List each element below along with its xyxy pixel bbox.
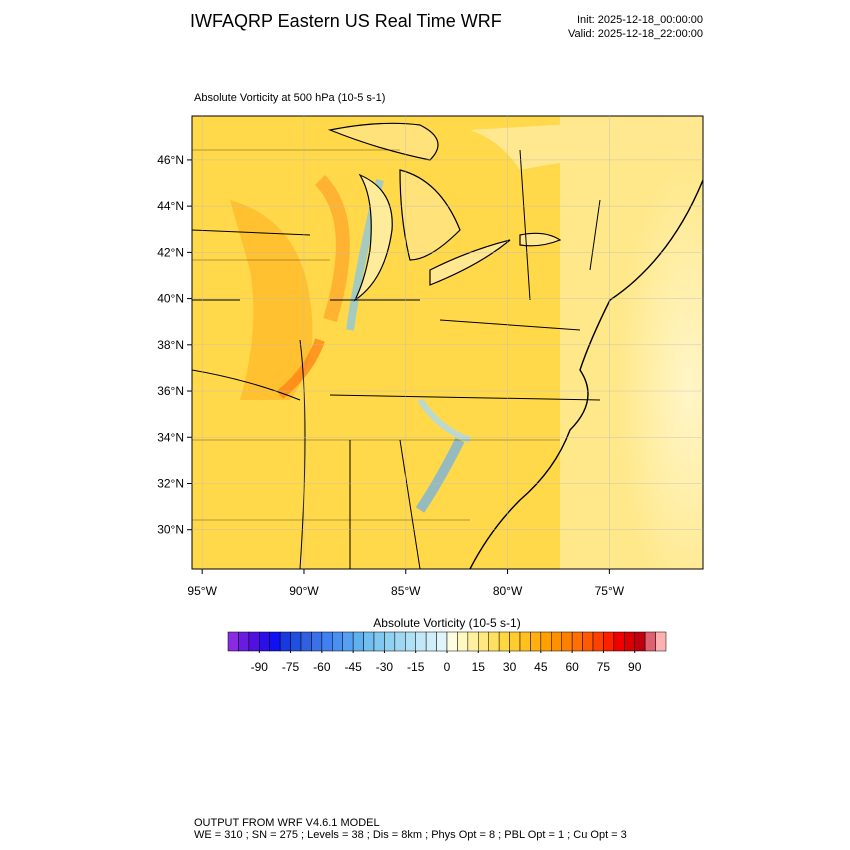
- footer-line: WE = 310 ; SN = 275 ; Levels = 38 ; Dis …: [194, 829, 627, 841]
- colorbar-box: [248, 631, 260, 652]
- colorbar-box: [384, 631, 396, 652]
- y-tick-label: 42°N: [157, 245, 184, 259]
- colorbar-tick-label: 90: [628, 660, 642, 674]
- colorbar-tick-label: -45: [344, 660, 362, 674]
- colorbar-box: [290, 631, 302, 652]
- colorbar-box: [238, 631, 250, 652]
- colorbar-box: [655, 631, 667, 652]
- colorbar-box: [613, 631, 625, 652]
- colorbar-title: Absolute Vorticity (10-5 s-1): [373, 616, 520, 630]
- colorbar-box: [446, 631, 458, 652]
- colorbar-box: [530, 631, 542, 652]
- map-frame: [191, 115, 704, 570]
- colorbar-box: [332, 631, 343, 652]
- colorbar-box: [279, 631, 291, 652]
- colorbar-box: [488, 631, 500, 652]
- x-tick-label: 95°W: [187, 584, 217, 598]
- y-tick-label: 40°N: [157, 292, 184, 306]
- y-tick-label: 34°N: [157, 430, 184, 444]
- x-tick-label: 90°W: [289, 584, 319, 598]
- colorbar-box: [644, 631, 656, 652]
- colorbar-tick-label: 60: [565, 660, 579, 674]
- x-tick-label: 85°W: [391, 584, 421, 598]
- colorbar-box: [321, 631, 333, 652]
- x-tick-label: 80°W: [493, 584, 523, 598]
- y-tick-label: 38°N: [157, 338, 184, 352]
- colorbar-box: [561, 631, 573, 652]
- colorbar-tick-label: 15: [472, 660, 486, 674]
- colorbar-tick-label: -30: [376, 660, 394, 674]
- colorbar-box: [352, 631, 364, 652]
- footer-line: OUTPUT FROM WRF V4.6.1 MODEL: [194, 817, 380, 829]
- init-time: Init: 2025-12-18_00:00:00: [577, 14, 703, 26]
- colorbar-tick-label: 0: [444, 660, 451, 674]
- colorbar-box: [498, 631, 510, 652]
- colorbar-box: [269, 631, 281, 652]
- colorbar-tick-label: -75: [282, 660, 300, 674]
- colorbar-box: [478, 631, 489, 652]
- colorbar-tick-label: 45: [534, 660, 548, 674]
- plot-subtitle: Absolute Vorticity at 500 hPa (10-5 s-1): [194, 92, 385, 104]
- colorbar-box: [405, 631, 416, 652]
- colorbar-box: [425, 631, 437, 652]
- title: IWFAQRP Eastern US Real Time WRF: [190, 11, 502, 31]
- map-field: [192, 116, 703, 569]
- colorbar-tick-label: -90: [251, 660, 269, 674]
- colorbar-box: [634, 631, 646, 652]
- colorbar-box: [603, 631, 615, 652]
- colorbar-box: [373, 631, 385, 652]
- valid-time: Valid: 2025-12-18_22:00:00: [568, 28, 703, 40]
- colorbar-box: [259, 631, 270, 652]
- y-tick-label: 36°N: [157, 384, 184, 398]
- x-tick-label: 75°W: [595, 584, 625, 598]
- colorbar-box: [592, 631, 604, 652]
- colorbar-tick-label: 75: [597, 660, 611, 674]
- colorbar-box: [227, 631, 239, 652]
- colorbar-tick-label: -60: [313, 660, 331, 674]
- colorbar-box: [540, 631, 552, 652]
- y-tick-label: 30°N: [157, 523, 184, 537]
- colorbar-tick-label: 30: [503, 660, 517, 674]
- colorbar-box: [300, 631, 312, 652]
- colorbar-box: [363, 631, 375, 652]
- colorbar-box: [571, 631, 583, 652]
- colorbar-box: [394, 631, 406, 652]
- colorbar-box: [457, 631, 469, 652]
- colorbar-box: [519, 631, 531, 652]
- colorbar-box: [509, 631, 521, 652]
- colorbar-box: [415, 631, 427, 652]
- colorbar-box: [467, 631, 479, 652]
- colorbar-box: [311, 631, 323, 652]
- y-tick-label: 32°N: [157, 476, 184, 490]
- colorbar-tick-label: -15: [407, 660, 425, 674]
- colorbar-box: [342, 631, 354, 652]
- colorbar-box: [551, 631, 562, 652]
- colorbar-box: [582, 631, 594, 652]
- colorbar-box: [624, 631, 635, 652]
- colorbar-box: [436, 631, 448, 652]
- y-tick-label: 46°N: [157, 153, 184, 167]
- y-tick-label: 44°N: [157, 199, 184, 213]
